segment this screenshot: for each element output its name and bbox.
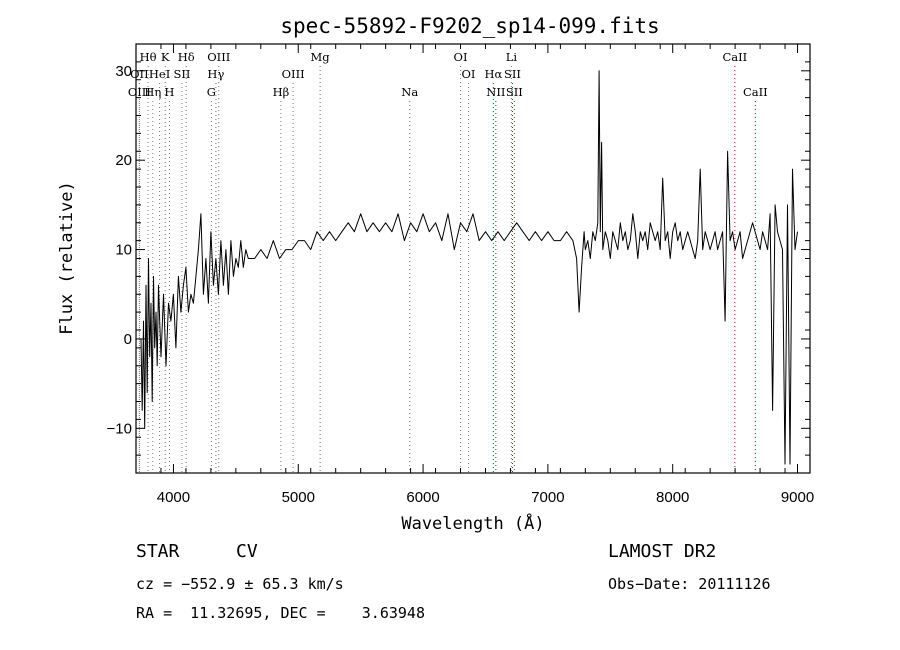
- observation-date: Obs−Date: 20111126: [608, 575, 771, 593]
- spectral-line-label: Hβ: [273, 85, 290, 99]
- spectral-line-label: H: [164, 85, 174, 99]
- spectral-line-label: Hθ: [140, 50, 157, 64]
- spectral-line-label: Mg: [311, 50, 331, 64]
- spectral-line-label: OII: [130, 67, 149, 81]
- spectral-line-label: Hη: [144, 85, 161, 99]
- spectral-line-label: Na: [401, 85, 418, 99]
- spectral-line-label: OIII: [207, 50, 230, 64]
- spectral-line-label: Li: [506, 50, 518, 64]
- spectral-line-label: Hδ: [178, 50, 195, 64]
- x-tick-label: 5000: [282, 489, 315, 506]
- survey-name: LAMOST DR2: [608, 541, 717, 562]
- spectral-line-label: NII: [486, 85, 505, 99]
- spectrum-line: [140, 70, 798, 465]
- spectral-line-label: G: [207, 85, 216, 99]
- spectral-line-label: OIII: [128, 85, 151, 99]
- x-tick-label: 7000: [531, 489, 564, 506]
- plot-frame: [135, 43, 811, 474]
- spectral-line-label: OI: [454, 50, 468, 64]
- object-subclass: CV: [236, 541, 258, 562]
- y-tick-label: 20: [115, 152, 132, 169]
- y-tick-label: −10: [107, 420, 132, 437]
- chart-title: spec-55892-F9202_sp14-099.fits: [280, 14, 659, 38]
- spectral-line-label: OIII: [282, 67, 305, 81]
- y-tick-label: 30: [115, 63, 132, 80]
- spectral-line-label: HeI: [149, 67, 170, 81]
- spectral-line-label: CaII: [722, 50, 747, 64]
- spectral-line-label: OI: [462, 67, 476, 81]
- x-axis-label: Wavelength (Å): [401, 512, 544, 534]
- spectral-line-label: SII: [504, 67, 521, 81]
- x-tick-label: 9000: [781, 489, 814, 506]
- x-tick-label: 8000: [656, 489, 689, 506]
- y-axis-label: Flux (relative): [57, 181, 77, 335]
- spectral-line-markers: [138, 66, 756, 473]
- y-tick-label: 0: [124, 331, 132, 348]
- spectrum-data: [140, 70, 798, 465]
- x-tick-label: 4000: [157, 489, 190, 506]
- spectral-line-label: Hα: [484, 67, 502, 81]
- object-class: STAR: [136, 541, 180, 562]
- axis-ticks: 4000 5000 6000 7000 8000 9000 −10 0 10 20 30: [107, 43, 814, 506]
- spectral-line-label: K: [161, 50, 170, 64]
- x-tick-label: 6000: [406, 489, 439, 506]
- spectral-line-label: CaII: [743, 85, 768, 99]
- redshift-velocity: cz = −552.9 ± 65.3 km/s: [136, 575, 344, 593]
- y-tick-label: 10: [115, 242, 132, 259]
- sky-coordinates: RA = 11.32695, DEC = 3.63948: [136, 604, 425, 622]
- spectral-line-label: SII: [506, 85, 523, 99]
- spectral-line-label: SII: [173, 67, 190, 81]
- spectral-line-label: Hγ: [207, 67, 224, 81]
